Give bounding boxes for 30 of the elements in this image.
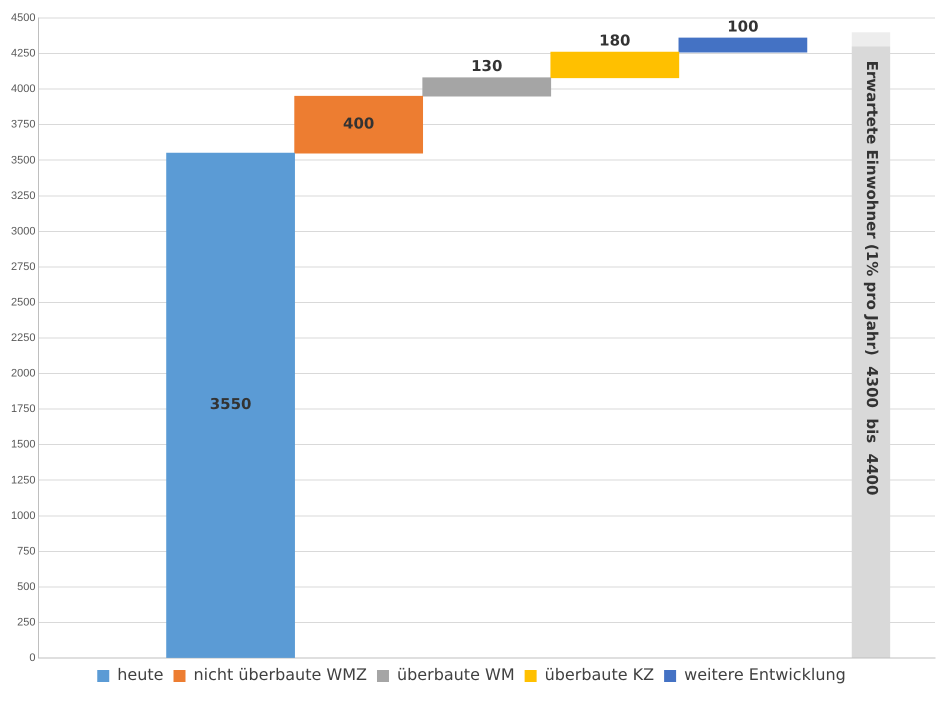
y-tick-label: 4000 xyxy=(10,83,36,96)
y-tick-label: 250 xyxy=(17,616,36,628)
y-tick-label: 4250 xyxy=(10,48,36,60)
legend-label: weitere Entwicklung xyxy=(684,665,846,684)
legend-label: nicht überbaute WMZ xyxy=(193,665,368,684)
y-tick-label: 750 xyxy=(17,545,36,558)
y-tick-label: 3250 xyxy=(10,190,36,202)
y-tick-label: 0 xyxy=(29,652,36,664)
legend-label: heute xyxy=(117,665,164,684)
y-tick-label: 2000 xyxy=(10,368,36,380)
y-tick-label: 3000 xyxy=(10,225,36,238)
annotation: Erwartete Einwohner (1% pro Jahr) 4300 bis 4400 xyxy=(863,60,882,496)
y-tick-label: 2750 xyxy=(10,260,36,273)
data-label: 130 xyxy=(471,57,502,76)
y-tick-label: 3500 xyxy=(10,154,36,166)
y-tick-label: 1250 xyxy=(10,474,36,486)
legend-label: überbaute KZ xyxy=(544,665,654,684)
data-label: 3550 xyxy=(210,395,252,414)
data-label: 180 xyxy=(599,32,630,50)
y-tick-label: 1500 xyxy=(10,438,36,451)
y-tick-label: 3750 xyxy=(10,118,36,131)
legend-label: überbaute WM xyxy=(396,665,515,684)
y-tick-label: 4500 xyxy=(10,12,36,24)
y-tick-label: 500 xyxy=(17,580,36,593)
data-label: 400 xyxy=(343,114,374,133)
y-tick-label: 2250 xyxy=(10,332,36,344)
y-tick-label: 1000 xyxy=(10,510,36,522)
y-tick-label: 2500 xyxy=(10,296,36,308)
data-label: 100 xyxy=(727,17,759,36)
y-tick-label: 1750 xyxy=(10,403,36,416)
